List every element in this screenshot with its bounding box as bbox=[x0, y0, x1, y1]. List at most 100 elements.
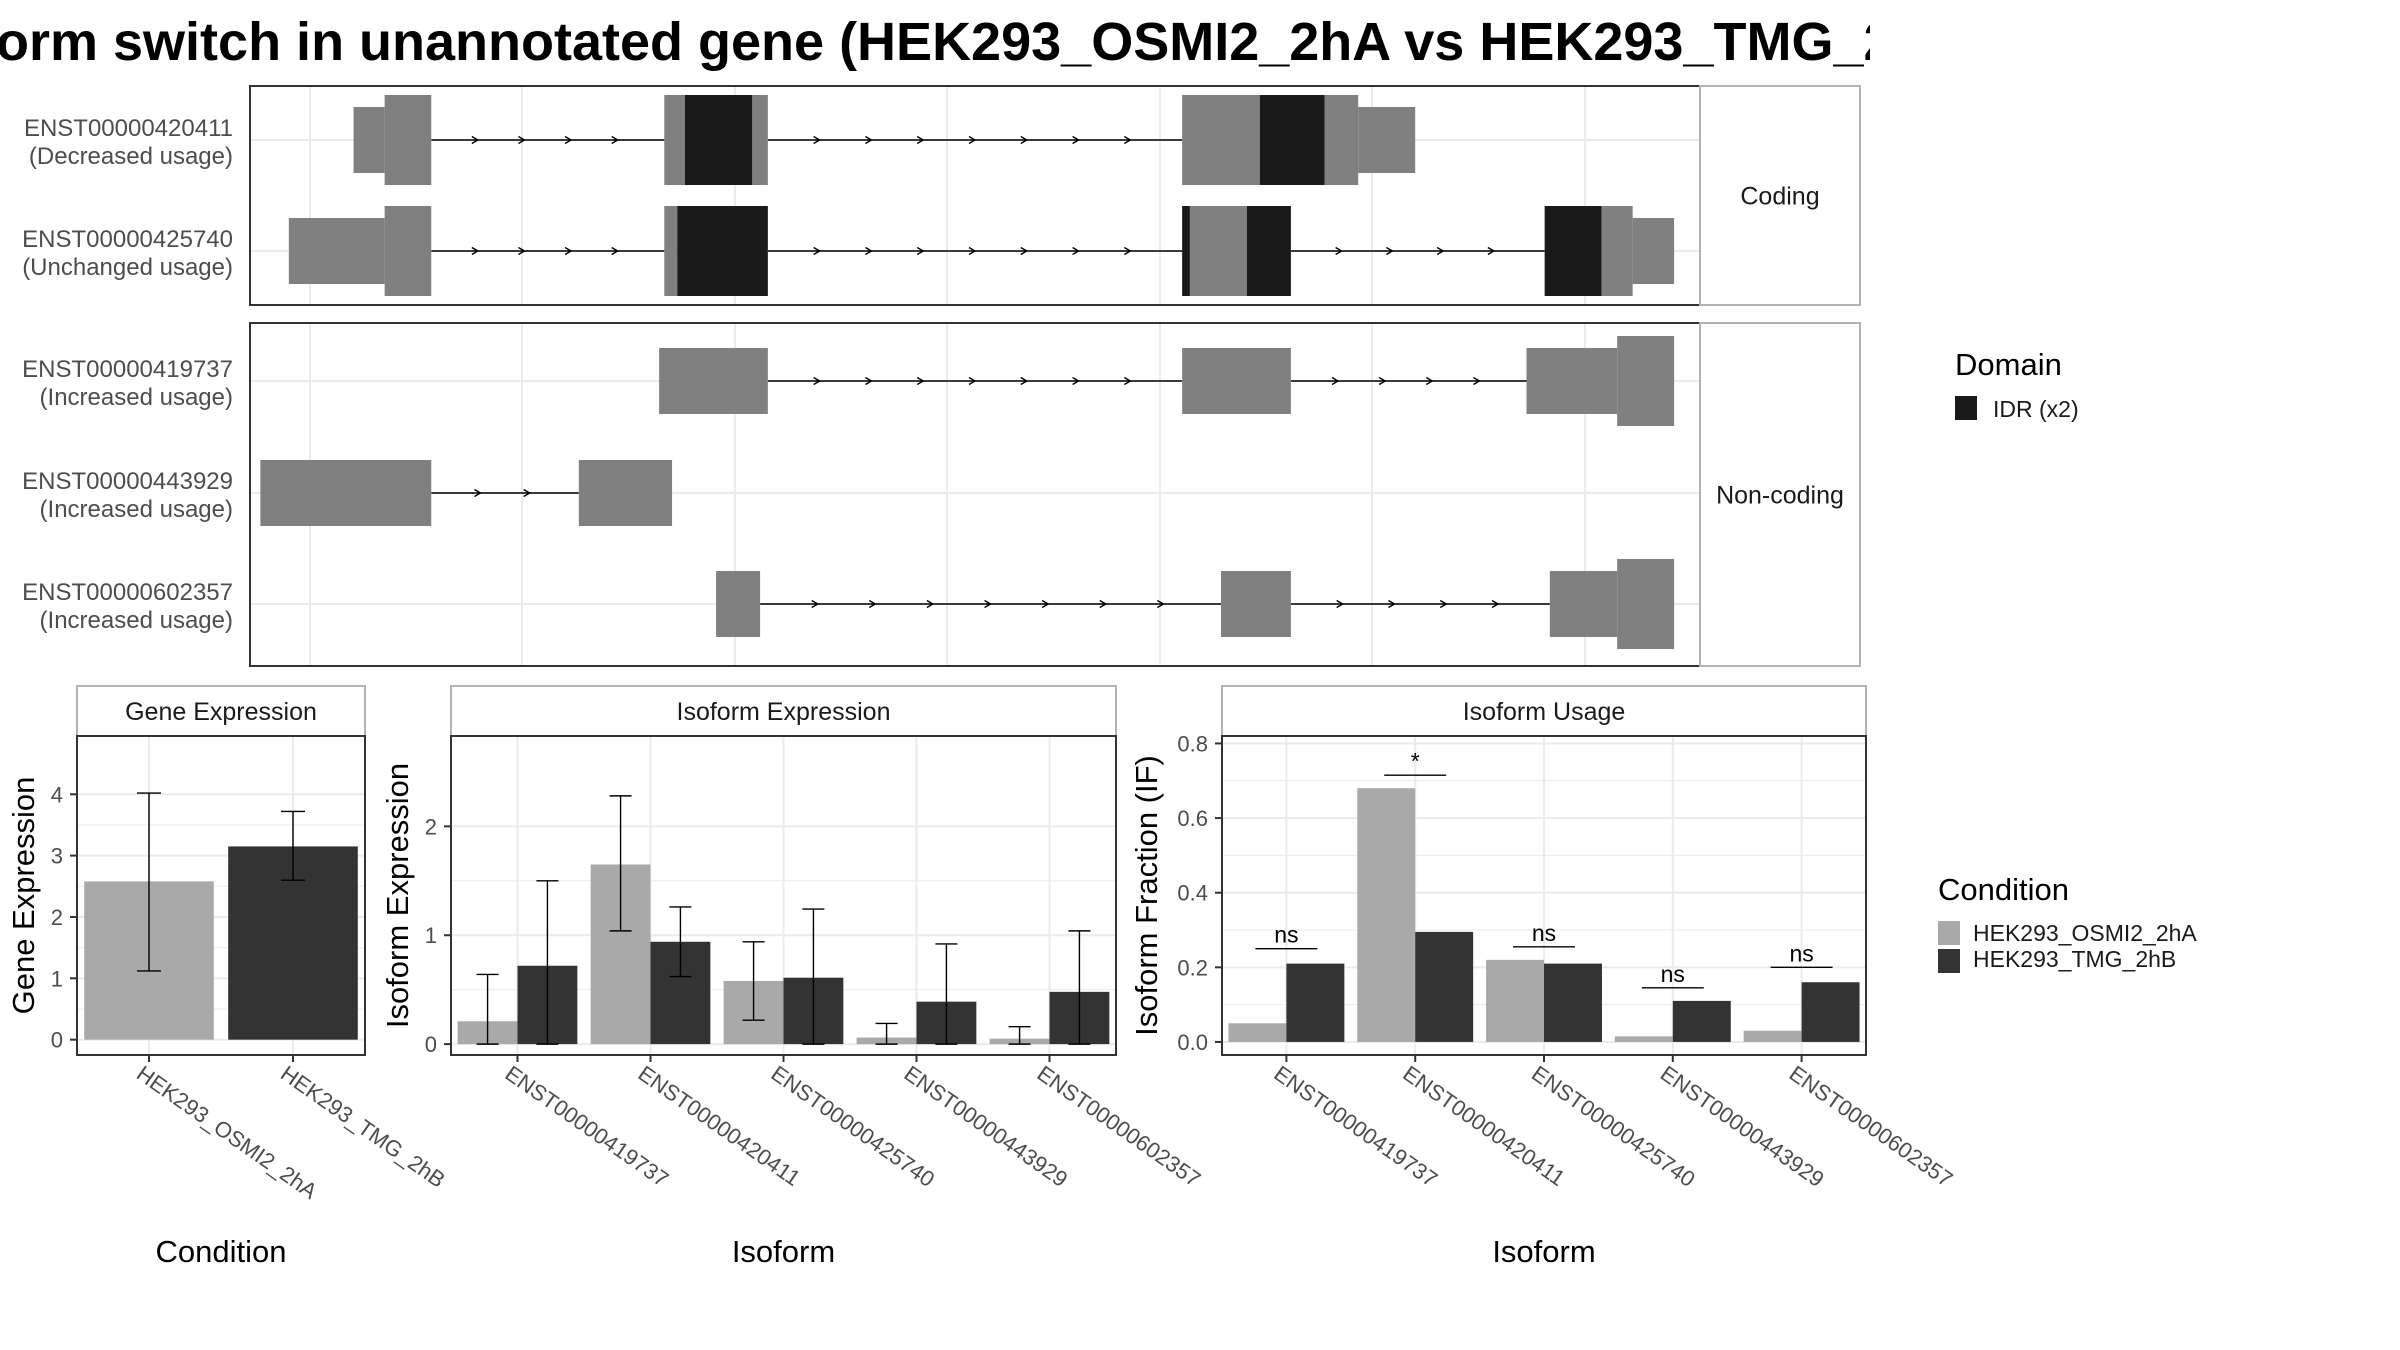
utr-block bbox=[1632, 218, 1675, 284]
intron-arrow bbox=[1072, 246, 1080, 256]
idr-domain-block bbox=[1182, 206, 1190, 296]
intron-arrow bbox=[1491, 599, 1500, 609]
isoform-usage-label: (Increased usage) bbox=[40, 384, 233, 411]
isoform-usage-label: (Increased usage) bbox=[40, 607, 233, 634]
x-axis-title: Isoform bbox=[1492, 1234, 1595, 1269]
intron-arrow bbox=[564, 246, 573, 256]
utr-block bbox=[659, 348, 768, 414]
cds-block bbox=[1182, 95, 1260, 185]
intron-arrow bbox=[813, 135, 822, 145]
intron-arrow bbox=[1072, 135, 1080, 145]
intron-arrow bbox=[611, 246, 620, 256]
intron-arrow bbox=[1436, 246, 1445, 256]
utr-block bbox=[578, 460, 673, 526]
cds-block bbox=[664, 206, 678, 296]
bar bbox=[1357, 788, 1416, 1042]
significance-label: ns bbox=[1661, 961, 1685, 987]
idr-domain-block bbox=[685, 95, 753, 185]
y-tick-label: 0 bbox=[425, 1032, 437, 1057]
domain-legend-title: Domain bbox=[1955, 347, 2062, 382]
intron-arrow bbox=[1072, 376, 1080, 386]
intron-arrow bbox=[611, 135, 620, 145]
intron-arrow bbox=[1336, 599, 1345, 609]
utr-block bbox=[1358, 107, 1416, 173]
y-tick-label: 1 bbox=[51, 966, 63, 991]
intron-arrow bbox=[968, 246, 977, 256]
bar-chart-2: Isoform Usage0.00.20.40.60.8ns*nsnsnsENS… bbox=[1129, 685, 1957, 1269]
bar bbox=[1614, 1036, 1673, 1042]
chart-title: Gene Expression bbox=[125, 698, 317, 726]
idr-domain-block bbox=[1246, 206, 1291, 296]
condition-legend-entry: HEK293_TMG_2hB bbox=[1973, 946, 2176, 972]
domain-legend: Domain IDR (x2) bbox=[1955, 347, 2079, 422]
intron-arrow bbox=[865, 376, 873, 386]
intron-arrow bbox=[1487, 246, 1496, 256]
isoform-id-label: ENST00000420411 bbox=[24, 115, 233, 142]
panel-strip bbox=[1699, 322, 1861, 667]
y-axis-title: Isoform Expression bbox=[380, 763, 415, 1028]
transcript-panel-bg bbox=[250, 86, 1700, 305]
intron-arrow bbox=[916, 376, 925, 386]
condition-legend-title: Condition bbox=[1938, 872, 2069, 907]
intron-arrow bbox=[1124, 246, 1132, 256]
intron-arrow bbox=[1388, 599, 1396, 609]
isoform-id-label: ENST00000443929 bbox=[22, 468, 233, 495]
intron-arrow bbox=[984, 599, 992, 609]
intron-arrow bbox=[968, 376, 977, 386]
y-tick-label: 0 bbox=[51, 1028, 63, 1053]
intron-arrow bbox=[564, 135, 573, 145]
y-tick-label: 0.2 bbox=[1177, 955, 1208, 980]
isoform-id-label: ENST00000602357 bbox=[22, 579, 233, 606]
idr-domain-block bbox=[1259, 95, 1325, 185]
intron-arrow bbox=[1099, 599, 1108, 609]
cds-block bbox=[752, 95, 768, 185]
utr-block bbox=[716, 571, 761, 637]
idr-domain-block bbox=[677, 206, 768, 296]
bar bbox=[1801, 982, 1860, 1042]
chart-title: Isoform Expression bbox=[677, 698, 891, 726]
expression-charts: Gene Expression01234HEK293_OSMI2_2hAHEK2… bbox=[6, 685, 1957, 1269]
intron-arrow bbox=[868, 599, 877, 609]
intron-arrow bbox=[811, 599, 820, 609]
plot-title: Isoform switch in unannotated gene (HEK2… bbox=[0, 12, 1983, 72]
y-tick-label: 0.6 bbox=[1177, 806, 1208, 831]
chart-panel-border bbox=[450, 735, 1117, 1056]
intron-arrow bbox=[523, 488, 532, 498]
intron-arrow bbox=[1331, 376, 1340, 386]
utr-block bbox=[1182, 348, 1291, 414]
isoform-usage-label: (Increased usage) bbox=[40, 496, 233, 523]
chart-strip bbox=[1221, 685, 1867, 737]
utr-block bbox=[1549, 571, 1618, 637]
bar bbox=[1672, 1000, 1731, 1042]
bar bbox=[1544, 963, 1602, 1042]
y-tick-label: 0.4 bbox=[1177, 881, 1208, 906]
chart-strip bbox=[450, 685, 1117, 737]
transcript-structure-panels: ENST00000420411(Decreased usage) ENST0000… bbox=[22, 85, 1861, 667]
intron-arrow bbox=[1041, 599, 1050, 609]
intron-arrow bbox=[916, 135, 925, 145]
y-tick-label: 0.8 bbox=[1177, 731, 1208, 756]
y-axis-title: Isoform Fraction (IF) bbox=[1129, 755, 1164, 1036]
significance-label: ns bbox=[1789, 940, 1813, 966]
panel-strip-label: Non-coding bbox=[1716, 482, 1844, 510]
significance-label: ns bbox=[1532, 920, 1556, 946]
intron-arrow bbox=[1439, 599, 1448, 609]
intron-arrow bbox=[926, 599, 935, 609]
intron-arrow bbox=[1020, 246, 1029, 256]
y-tick-label: 2 bbox=[425, 814, 437, 839]
chart-title: Isoform Usage bbox=[1463, 698, 1626, 726]
intron-arrow bbox=[1425, 376, 1434, 386]
intron-arrow bbox=[1473, 376, 1481, 386]
panel-strip-label: Coding bbox=[1740, 183, 1819, 211]
cds-block bbox=[664, 95, 685, 185]
intron-arrow bbox=[518, 135, 526, 145]
bar bbox=[1286, 963, 1345, 1042]
domain-legend-entry: IDR (x2) bbox=[1993, 396, 2079, 422]
panel-strip bbox=[1699, 85, 1861, 306]
isoform-usage-label: (Unchanged usage) bbox=[22, 254, 233, 281]
y-tick-label: 2 bbox=[51, 905, 63, 930]
bar-chart-1: Isoform Expression012ENST00000419737ENST… bbox=[380, 685, 1205, 1269]
intron-arrow bbox=[1020, 376, 1029, 386]
transcript-panel-bg bbox=[250, 323, 1700, 666]
